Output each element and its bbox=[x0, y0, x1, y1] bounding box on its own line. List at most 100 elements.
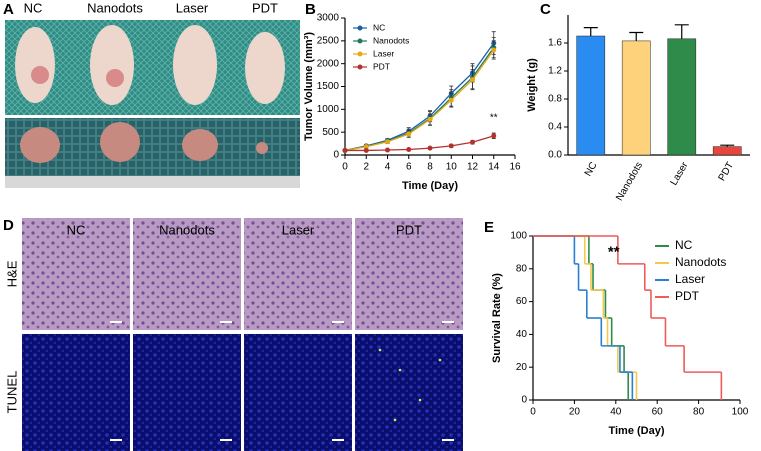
x-tick-label: 4 bbox=[385, 162, 391, 173]
x-tick-label: 2 bbox=[363, 162, 369, 173]
x-tick-label: 0 bbox=[342, 162, 348, 173]
photo-column-label: Laser bbox=[282, 222, 315, 237]
panel-letter: A bbox=[3, 1, 14, 18]
error-bar bbox=[629, 31, 644, 41]
point bbox=[427, 145, 433, 151]
photo-column-label: PDT bbox=[252, 0, 278, 15]
point bbox=[406, 131, 412, 137]
x-tick-label: 60 bbox=[652, 407, 664, 418]
y-tick-label: 500 bbox=[322, 127, 339, 138]
x-tick-label: 10 bbox=[446, 162, 458, 173]
x-tick-label: NC bbox=[583, 160, 600, 178]
panel-letter: B bbox=[305, 1, 316, 18]
series-line bbox=[344, 42, 495, 152]
y-tick-label: 1500 bbox=[317, 81, 340, 92]
photo-column-label: Nanodots bbox=[159, 222, 215, 237]
y-tick-label: 0.8 bbox=[548, 94, 562, 105]
x-tick-label: 40 bbox=[610, 407, 622, 418]
x-tick-label: 80 bbox=[693, 407, 705, 418]
legend-label: Laser bbox=[373, 48, 394, 58]
x-axis-label: Time (Day) bbox=[608, 425, 664, 437]
series-line bbox=[344, 49, 495, 152]
legend-marker bbox=[357, 51, 363, 57]
x-tick-label: 16 bbox=[509, 162, 521, 173]
legend-label: NC bbox=[373, 22, 385, 32]
legend-marker bbox=[357, 38, 363, 44]
panel-letter: E bbox=[484, 219, 494, 236]
x-tick-label: 12 bbox=[467, 162, 479, 173]
y-tick-label: 20 bbox=[516, 362, 528, 373]
legend-label: Nanodots bbox=[675, 255, 726, 269]
photo-row-label: H&E bbox=[4, 260, 19, 287]
y-tick-label: 0 bbox=[521, 395, 527, 406]
bar bbox=[621, 40, 651, 156]
y-tick-label: 2000 bbox=[317, 58, 340, 69]
photo-column-label: PDT bbox=[396, 222, 422, 237]
error-bar bbox=[583, 27, 598, 36]
tunel-row bbox=[22, 334, 463, 451]
point bbox=[448, 143, 454, 149]
x-tick-label: Laser bbox=[669, 160, 691, 188]
point bbox=[470, 77, 475, 83]
panel-letter: D bbox=[3, 217, 14, 234]
y-tick-label: 80 bbox=[516, 263, 528, 274]
y-tick-label: 1.2 bbox=[548, 66, 562, 77]
photo-column-label: Nanodots bbox=[87, 0, 143, 15]
x-tick-label: 100 bbox=[732, 407, 749, 418]
legend-marker bbox=[357, 64, 363, 70]
legend-label: PDT bbox=[373, 61, 390, 71]
error-bar bbox=[674, 24, 689, 39]
y-tick-label: 2500 bbox=[317, 35, 340, 46]
error-bar bbox=[720, 144, 735, 147]
x-tick-label: PDT bbox=[717, 160, 737, 183]
y-tick-label: 1.6 bbox=[548, 38, 562, 49]
photo-row-label: TUNEL bbox=[4, 371, 19, 414]
point bbox=[385, 147, 390, 153]
y-tick-label: 100 bbox=[510, 231, 527, 242]
x-tick-label: 14 bbox=[488, 162, 500, 173]
point bbox=[406, 147, 412, 153]
bar bbox=[576, 35, 606, 156]
point bbox=[470, 139, 475, 145]
point bbox=[491, 47, 497, 53]
photo-column-label: Laser bbox=[176, 0, 209, 15]
x-tick-label: 20 bbox=[569, 407, 581, 418]
legend-marker bbox=[357, 25, 363, 31]
y-tick-label: 3000 bbox=[317, 13, 340, 24]
photo-column-label: NC bbox=[67, 222, 86, 237]
y-tick-label: 40 bbox=[516, 329, 528, 340]
bar bbox=[712, 146, 742, 156]
legend-label: Laser bbox=[675, 272, 705, 286]
y-tick-label: 60 bbox=[516, 296, 528, 307]
annotation: ** bbox=[608, 243, 620, 260]
point bbox=[363, 147, 369, 153]
y-tick-label: 0.4 bbox=[548, 122, 562, 133]
point bbox=[385, 139, 390, 145]
ruler bbox=[5, 176, 300, 188]
x-tick-label: 0 bbox=[530, 407, 536, 418]
y-tick-label: 1000 bbox=[317, 104, 340, 115]
legend-label: Nanodots bbox=[373, 35, 409, 45]
annotation: ** bbox=[490, 112, 498, 123]
he-row bbox=[22, 218, 463, 330]
photo-column-label: NC bbox=[24, 0, 43, 15]
point bbox=[427, 116, 433, 122]
point bbox=[448, 97, 454, 103]
series-line bbox=[344, 47, 495, 152]
series-line bbox=[345, 135, 494, 152]
x-tick-label: Nanodots bbox=[614, 160, 645, 203]
y-axis-label: Weight (g) bbox=[526, 58, 538, 112]
y-axis-label: Tumor Volume (mm³) bbox=[303, 32, 315, 141]
y-tick-label: 0 bbox=[333, 150, 339, 161]
x-tick-label: 6 bbox=[406, 162, 412, 173]
point bbox=[363, 144, 369, 150]
bar bbox=[667, 38, 697, 156]
mice bbox=[15, 25, 285, 105]
y-axis-label: Survival Rate (%) bbox=[491, 273, 503, 363]
legend-label: NC bbox=[675, 238, 693, 252]
legend-label: PDT bbox=[675, 289, 700, 303]
panel-letter: C bbox=[540, 1, 551, 18]
scale-bars bbox=[110, 321, 454, 441]
x-axis-label: Time (Day) bbox=[402, 180, 458, 192]
